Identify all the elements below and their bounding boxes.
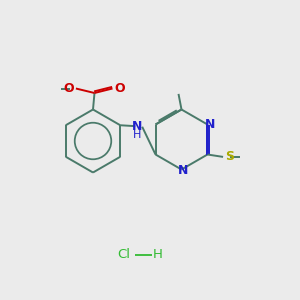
Text: Cl: Cl: [117, 248, 130, 262]
Text: N: N: [205, 118, 215, 131]
Text: S: S: [225, 150, 234, 164]
Text: O: O: [63, 82, 74, 95]
Text: N: N: [132, 120, 142, 133]
Text: H: H: [153, 248, 162, 262]
Text: O: O: [115, 82, 125, 95]
Text: N: N: [178, 164, 188, 177]
Text: H: H: [133, 130, 141, 140]
